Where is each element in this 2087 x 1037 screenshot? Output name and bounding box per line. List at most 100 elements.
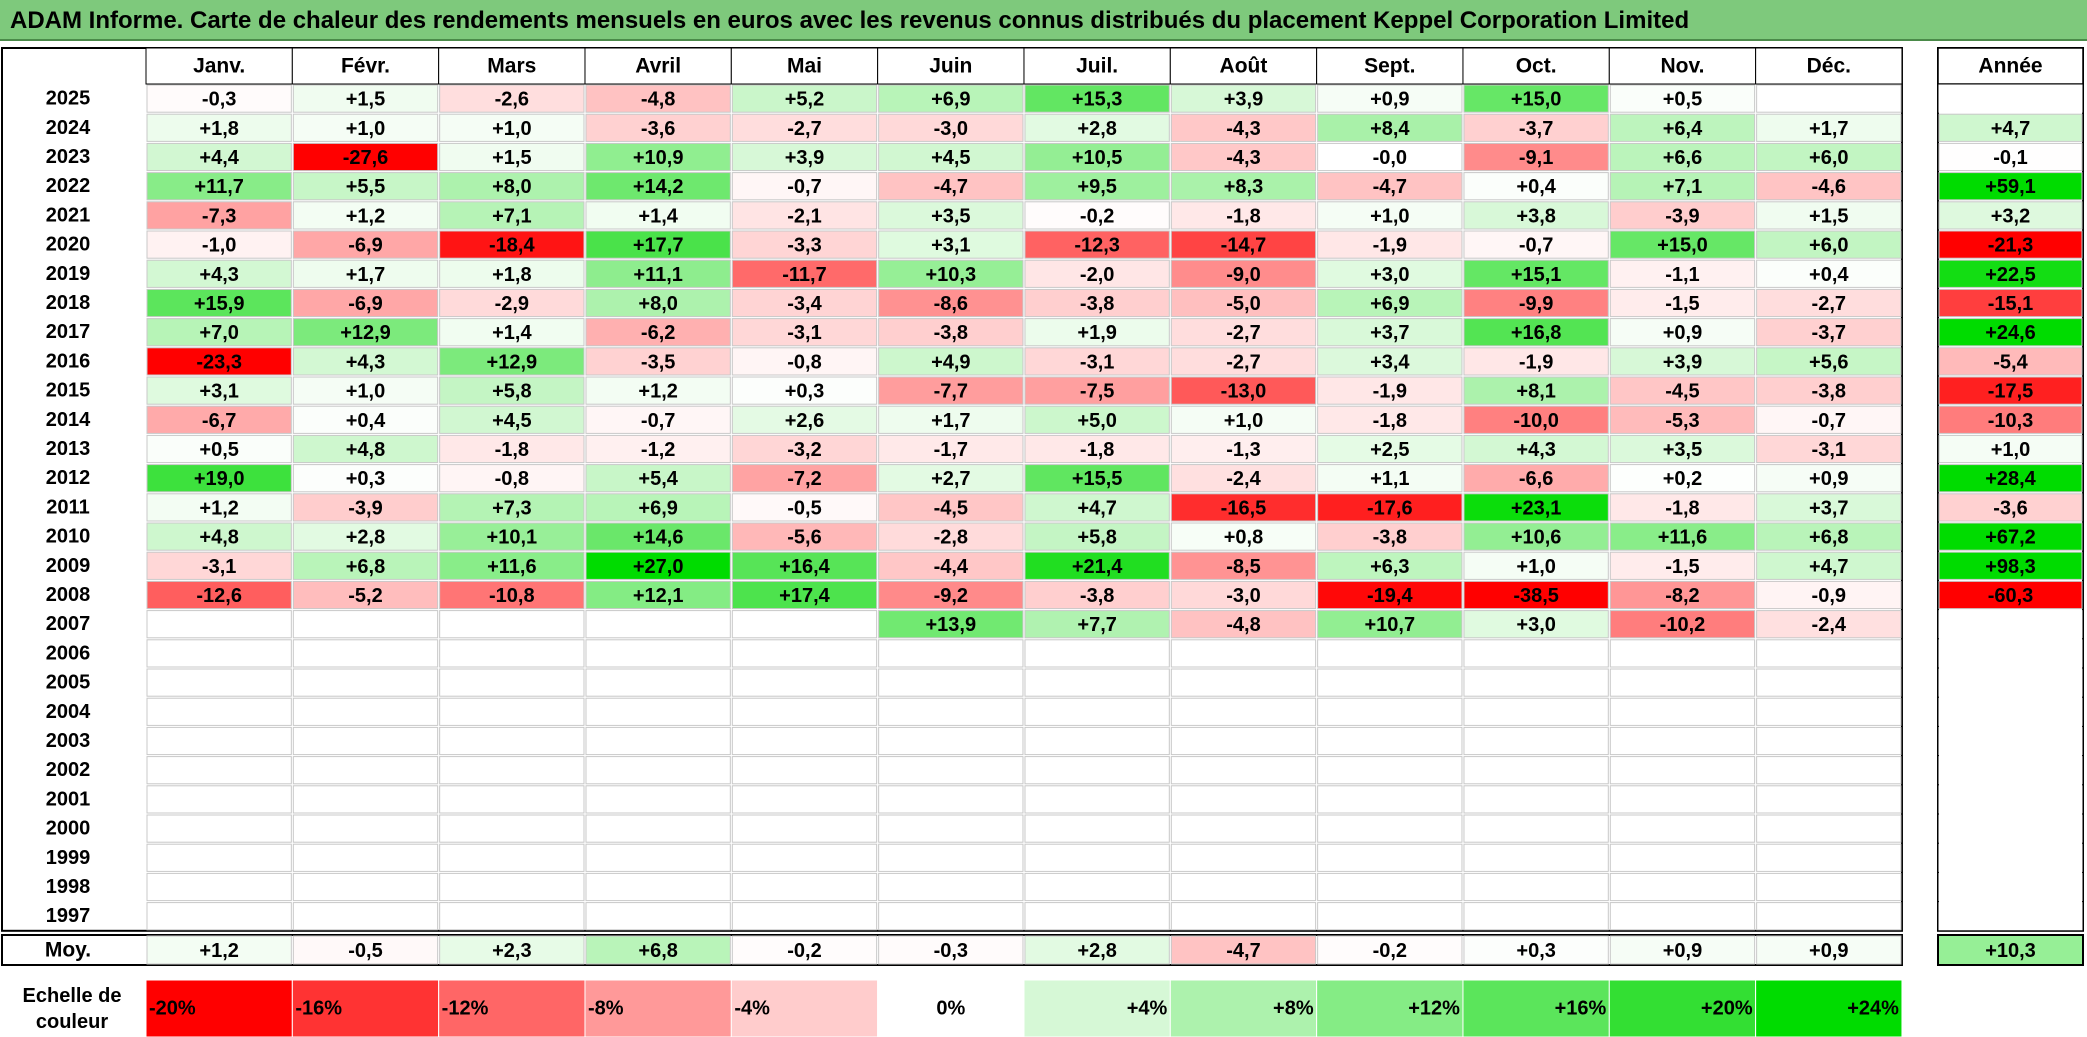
heatmap-cell — [1463, 376, 1609, 405]
heatmap-cell — [1024, 551, 1170, 580]
heatmap-cell — [585, 902, 731, 931]
heatmap-cell — [292, 522, 439, 551]
cell-value-2011-4: +6,9 — [638, 497, 677, 519]
heatmap-cell — [292, 756, 439, 785]
annual-value-2016: -5,4 — [1993, 351, 2028, 373]
cell-value-2008-2: -5,2 — [348, 585, 382, 607]
cell-value-2007-11: -10,2 — [1660, 614, 1706, 636]
heatmap-cell — [1609, 142, 1756, 172]
cell-value-2009-2: +6,8 — [346, 556, 385, 578]
cell-value-2011-2: -3,9 — [348, 497, 382, 519]
average-annual-cell — [1937, 934, 2084, 966]
heatmap-cell — [1024, 230, 1170, 259]
row-year-2013: 2013 — [46, 438, 91, 460]
cell-value-2014-9: -1,8 — [1373, 410, 1407, 432]
cell-value-2018-2: -6,9 — [348, 293, 382, 315]
annual-value-2023: -0,1 — [1993, 147, 2027, 169]
row-year-2007: 2007 — [46, 613, 91, 635]
cell-value-2020-2: -6,9 — [348, 235, 382, 257]
heatmap-cell — [585, 259, 731, 288]
heatmap-cell — [1024, 639, 1170, 668]
heatmap-cell — [1609, 464, 1756, 493]
heatmap-cell — [878, 697, 1024, 726]
cell-value-2022-11: +7,1 — [1663, 176, 1702, 198]
month-header-5: Mai — [787, 55, 822, 78]
heatmap-cell — [1609, 726, 1756, 756]
cell-value-2023-8: -4,3 — [1226, 147, 1260, 169]
average-value-2: -0,5 — [348, 940, 382, 962]
cell-value-2010-6: -2,8 — [934, 527, 968, 549]
heatmap-cell — [1170, 230, 1317, 259]
cell-value-2022-8: +8,3 — [1224, 176, 1263, 198]
heatmap-cell — [1317, 843, 1463, 872]
cell-value-2025-7: +15,3 — [1072, 89, 1123, 111]
month-header-8: Août — [1220, 55, 1268, 78]
cell-value-2014-6: +1,7 — [931, 410, 970, 432]
annual-cell — [1938, 668, 2083, 697]
heatmap-cell — [731, 142, 878, 172]
heatmap-cell — [439, 172, 585, 201]
heatmap-cell — [146, 551, 292, 580]
heatmap-cell — [1756, 84, 1902, 113]
annual-value-2011: -3,6 — [1993, 497, 2027, 519]
cell-value-2018-3: -2,9 — [495, 293, 529, 315]
heatmap-cell — [878, 405, 1024, 434]
cell-value-2013-3: -1,8 — [495, 439, 529, 461]
cell-value-2025-3: -2,6 — [495, 89, 529, 111]
heatmap-cell — [731, 668, 878, 697]
heatmap-cell — [439, 580, 585, 610]
heatmap-cell — [878, 172, 1024, 201]
heatmap-cell — [439, 201, 585, 230]
heatmap-cell — [1024, 668, 1170, 697]
cell-value-2012-1: +19,0 — [194, 468, 245, 490]
scale-label-10: +16% — [1555, 998, 1607, 1020]
cell-value-2022-7: +9,5 — [1077, 176, 1116, 198]
heatmap-cell — [1024, 902, 1170, 931]
heatmap-cell — [1170, 814, 1317, 843]
cell-value-2007-7: +7,7 — [1077, 614, 1116, 636]
cell-value-2009-8: -8,5 — [1226, 556, 1260, 578]
heatmap-cell — [1463, 405, 1609, 434]
heatmap-cell — [585, 347, 731, 376]
cell-value-2011-6: -4,5 — [934, 497, 968, 519]
cell-value-2023-6: +4,5 — [931, 147, 970, 169]
cell-value-2011-12: +3,7 — [1809, 497, 1848, 519]
heatmap-cell — [1609, 668, 1756, 697]
heatmap-cell — [1756, 843, 1902, 872]
heatmap-cell — [585, 376, 731, 405]
heatmap-cell — [292, 434, 439, 464]
row-year-2016: 2016 — [46, 350, 91, 372]
heatmap-cell — [439, 84, 585, 113]
heatmap-cell — [439, 493, 585, 522]
heatmap-cell — [1463, 668, 1609, 697]
heatmap-cell — [1609, 405, 1756, 434]
heatmap-cell — [1170, 610, 1317, 639]
heatmap-cell — [1170, 522, 1317, 551]
heatmap-cell — [1609, 551, 1756, 580]
annual-value-2008: -60,3 — [1988, 585, 2034, 607]
average-value-6: -0,3 — [934, 940, 968, 962]
heatmap-cell — [731, 726, 878, 756]
cell-value-2024-10: -3,7 — [1519, 118, 1553, 140]
annual-value-2024: +4,7 — [1991, 118, 2030, 140]
heatmap-cell — [1463, 639, 1609, 668]
cell-value-2018-11: -1,5 — [1665, 293, 1699, 315]
heatmap-cell — [585, 726, 731, 756]
annual-value-2015: -17,5 — [1988, 381, 2034, 403]
cell-value-2011-1: +1,2 — [199, 497, 238, 519]
cell-value-2014-12: -0,7 — [1812, 410, 1846, 432]
heatmap-cell — [585, 872, 731, 902]
annual-value-2017: +24,6 — [1985, 322, 2036, 344]
month-header-12: Déc. — [1807, 55, 1851, 78]
average-cell — [1170, 935, 1317, 965]
cell-value-2012-3: -0,8 — [495, 468, 529, 490]
cell-value-2016-6: +4,9 — [931, 351, 970, 373]
heatmap-cell — [878, 113, 1024, 142]
cell-value-2014-8: +1,0 — [1224, 410, 1263, 432]
cell-value-2024-11: +6,4 — [1663, 118, 1703, 140]
cell-value-2019-7: -2,0 — [1080, 264, 1114, 286]
heatmap-cell — [731, 376, 878, 405]
cell-value-2024-9: +8,4 — [1370, 118, 1410, 140]
cell-value-2011-5: -0,5 — [787, 497, 821, 519]
heatmap-cell — [1463, 113, 1609, 142]
